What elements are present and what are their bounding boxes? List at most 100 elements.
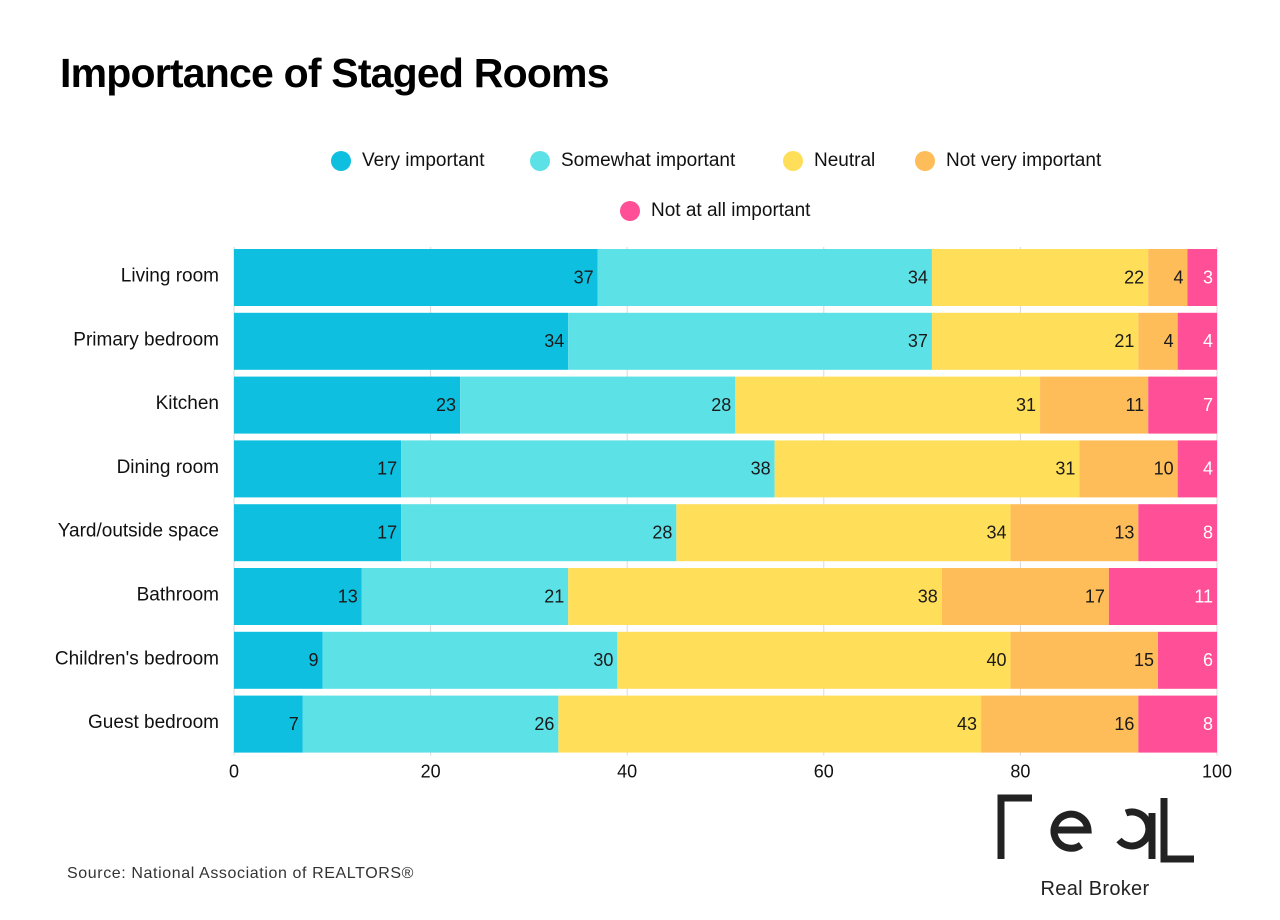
legend-label-not-at-all-important: Not at all important: [651, 200, 811, 221]
value-label-kitchen-not-very-important: 11: [1126, 395, 1145, 415]
bar-primary-bedroom-not-very-important: [1138, 312, 1178, 370]
value-label-children-s-bedroom-very-important: 9: [308, 650, 318, 670]
x-tick-label-60: 60: [814, 762, 834, 782]
value-label-guest-bedroom-somewhat-important: 26: [534, 714, 554, 734]
bar-kitchen-somewhat-important: [460, 376, 736, 434]
bar-guest-bedroom-not-at-all-important: [1138, 695, 1217, 753]
value-label-dining-room-somewhat-important: 38: [751, 459, 771, 479]
value-label-primary-bedroom-very-important: 34: [544, 331, 564, 351]
category-label-kitchen: Kitchen: [156, 393, 219, 414]
x-tick-label-40: 40: [617, 762, 637, 782]
value-label-children-s-bedroom-not-very-important: 15: [1134, 650, 1154, 670]
bar-living-room-somewhat-important: [597, 249, 932, 306]
value-label-bathroom-neutral: 38: [918, 586, 938, 606]
x-tick-label-0: 0: [229, 762, 239, 782]
bar-children-s-bedroom-neutral: [617, 631, 1011, 689]
legend-item-somewhat-important: Somewhat important: [530, 150, 735, 172]
bar-dining-room-somewhat-important: [401, 440, 775, 498]
bar-dining-room-very-important: [234, 440, 402, 498]
bar-bathroom-neutral: [568, 568, 942, 625]
value-label-yard-outside-space-neutral: 34: [987, 522, 1007, 542]
value-label-yard-outside-space-not-at-all-important: 8: [1203, 522, 1213, 542]
value-label-dining-room-neutral: 31: [1055, 459, 1075, 479]
value-label-primary-bedroom-somewhat-important: 37: [908, 331, 928, 351]
value-label-bathroom-not-very-important: 17: [1085, 586, 1105, 606]
bar-kitchen-not-at-all-important: [1148, 376, 1217, 434]
legend-item-neutral: Neutral: [783, 150, 875, 172]
bar-guest-bedroom-somewhat-important: [302, 695, 559, 753]
value-label-living-room-neutral: 22: [1124, 267, 1144, 287]
bar-yard-outside-space-neutral: [676, 504, 1011, 562]
category-label-living-room: Living room: [121, 266, 219, 287]
bar-yard-outside-space-not-very-important: [1010, 504, 1139, 562]
legend-label-very-important: Very important: [362, 150, 485, 171]
bar-guest-bedroom-neutral: [558, 695, 982, 753]
bar-kitchen-not-very-important: [1040, 376, 1149, 434]
value-label-guest-bedroom-not-very-important: 16: [1114, 714, 1134, 734]
bar-bathroom-very-important: [234, 568, 362, 625]
category-label-yard-outside-space: Yard/outside space: [58, 521, 219, 542]
bar-living-room-neutral: [931, 249, 1149, 306]
bar-guest-bedroom-very-important: [234, 695, 303, 753]
value-label-bathroom-somewhat-important: 21: [544, 586, 564, 606]
real-broker-logo: Real Broker: [990, 790, 1205, 910]
value-label-living-room-not-very-important: 4: [1173, 267, 1183, 287]
value-label-kitchen-very-important: 23: [436, 395, 456, 415]
bar-primary-bedroom-very-important: [234, 312, 569, 370]
value-label-children-s-bedroom-not-at-all-important: 6: [1203, 650, 1213, 670]
legend-label-neutral: Neutral: [814, 150, 876, 171]
value-label-living-room-somewhat-important: 34: [908, 267, 928, 287]
legend-item-very-important: Very important: [331, 150, 485, 172]
bar-bathroom-somewhat-important: [361, 568, 569, 625]
value-label-yard-outside-space-somewhat-important: 28: [652, 522, 672, 542]
value-label-primary-bedroom-not-very-important: 4: [1164, 331, 1174, 351]
bar-dining-room-not-at-all-important: [1177, 440, 1217, 498]
bar-children-s-bedroom-somewhat-important: [322, 631, 618, 689]
bar-living-room-not-at-all-important: [1187, 249, 1217, 306]
bar-children-s-bedroom-not-at-all-important: [1158, 631, 1217, 689]
legend-swatch-neutral: [783, 151, 803, 171]
bar-living-room-not-very-important: [1148, 249, 1188, 306]
bar-yard-outside-space-not-at-all-important: [1138, 504, 1217, 562]
source-note: Source: National Association of REALTORS…: [67, 865, 415, 882]
value-label-children-s-bedroom-somewhat-important: 30: [593, 650, 613, 670]
value-label-kitchen-somewhat-important: 28: [711, 395, 731, 415]
bar-yard-outside-space-very-important: [234, 504, 402, 562]
category-label-primary-bedroom: Primary bedroom: [73, 329, 219, 350]
legend-item-not-very-important: Not very important: [915, 150, 1101, 172]
chart-title: Importance of Staged Rooms: [60, 50, 610, 96]
value-label-guest-bedroom-very-important: 7: [289, 714, 299, 734]
bar-primary-bedroom-not-at-all-important: [1177, 312, 1217, 370]
value-label-living-room-not-at-all-important: 3: [1203, 267, 1213, 287]
value-label-yard-outside-space-very-important: 17: [377, 522, 397, 542]
legend-swatch-not-very-important: [915, 151, 935, 171]
legend-swatch-very-important: [331, 151, 351, 171]
bar-children-s-bedroom-not-very-important: [1010, 631, 1159, 689]
bar-guest-bedroom-not-very-important: [981, 695, 1139, 753]
value-label-kitchen-not-at-all-important: 7: [1203, 395, 1213, 415]
bar-dining-room-not-very-important: [1079, 440, 1178, 498]
category-label-children-s-bedroom: Children's bedroom: [55, 648, 219, 669]
bar-kitchen-very-important: [234, 376, 461, 434]
bar-primary-bedroom-neutral: [931, 312, 1139, 370]
chart-legend: Very important Somewhat important Neutra…: [0, 140, 1280, 235]
value-label-primary-bedroom-neutral: 21: [1114, 331, 1134, 351]
value-label-guest-bedroom-neutral: 43: [957, 714, 977, 734]
value-label-children-s-bedroom-neutral: 40: [987, 650, 1007, 670]
bar-bathroom-not-at-all-important: [1108, 568, 1217, 625]
value-label-dining-room-not-very-important: 10: [1154, 459, 1174, 479]
bar-living-room-very-important: [234, 249, 598, 306]
bar-children-s-bedroom-very-important: [234, 631, 323, 689]
bar-bathroom-not-very-important: [941, 568, 1109, 625]
legend-swatch-not-at-all-important: [620, 201, 640, 221]
value-label-primary-bedroom-not-at-all-important: 4: [1203, 331, 1213, 351]
legend-label-not-very-important: Not very important: [946, 150, 1102, 171]
bar-kitchen-neutral: [735, 376, 1041, 434]
category-label-bathroom: Bathroom: [137, 585, 219, 606]
bar-yard-outside-space-somewhat-important: [401, 504, 677, 562]
legend-label-somewhat-important: Somewhat important: [561, 150, 736, 171]
bar-dining-room-neutral: [774, 440, 1080, 498]
legend-item-not-at-all-important: Not at all important: [620, 200, 810, 222]
real-broker-label: Real Broker: [1040, 878, 1150, 900]
